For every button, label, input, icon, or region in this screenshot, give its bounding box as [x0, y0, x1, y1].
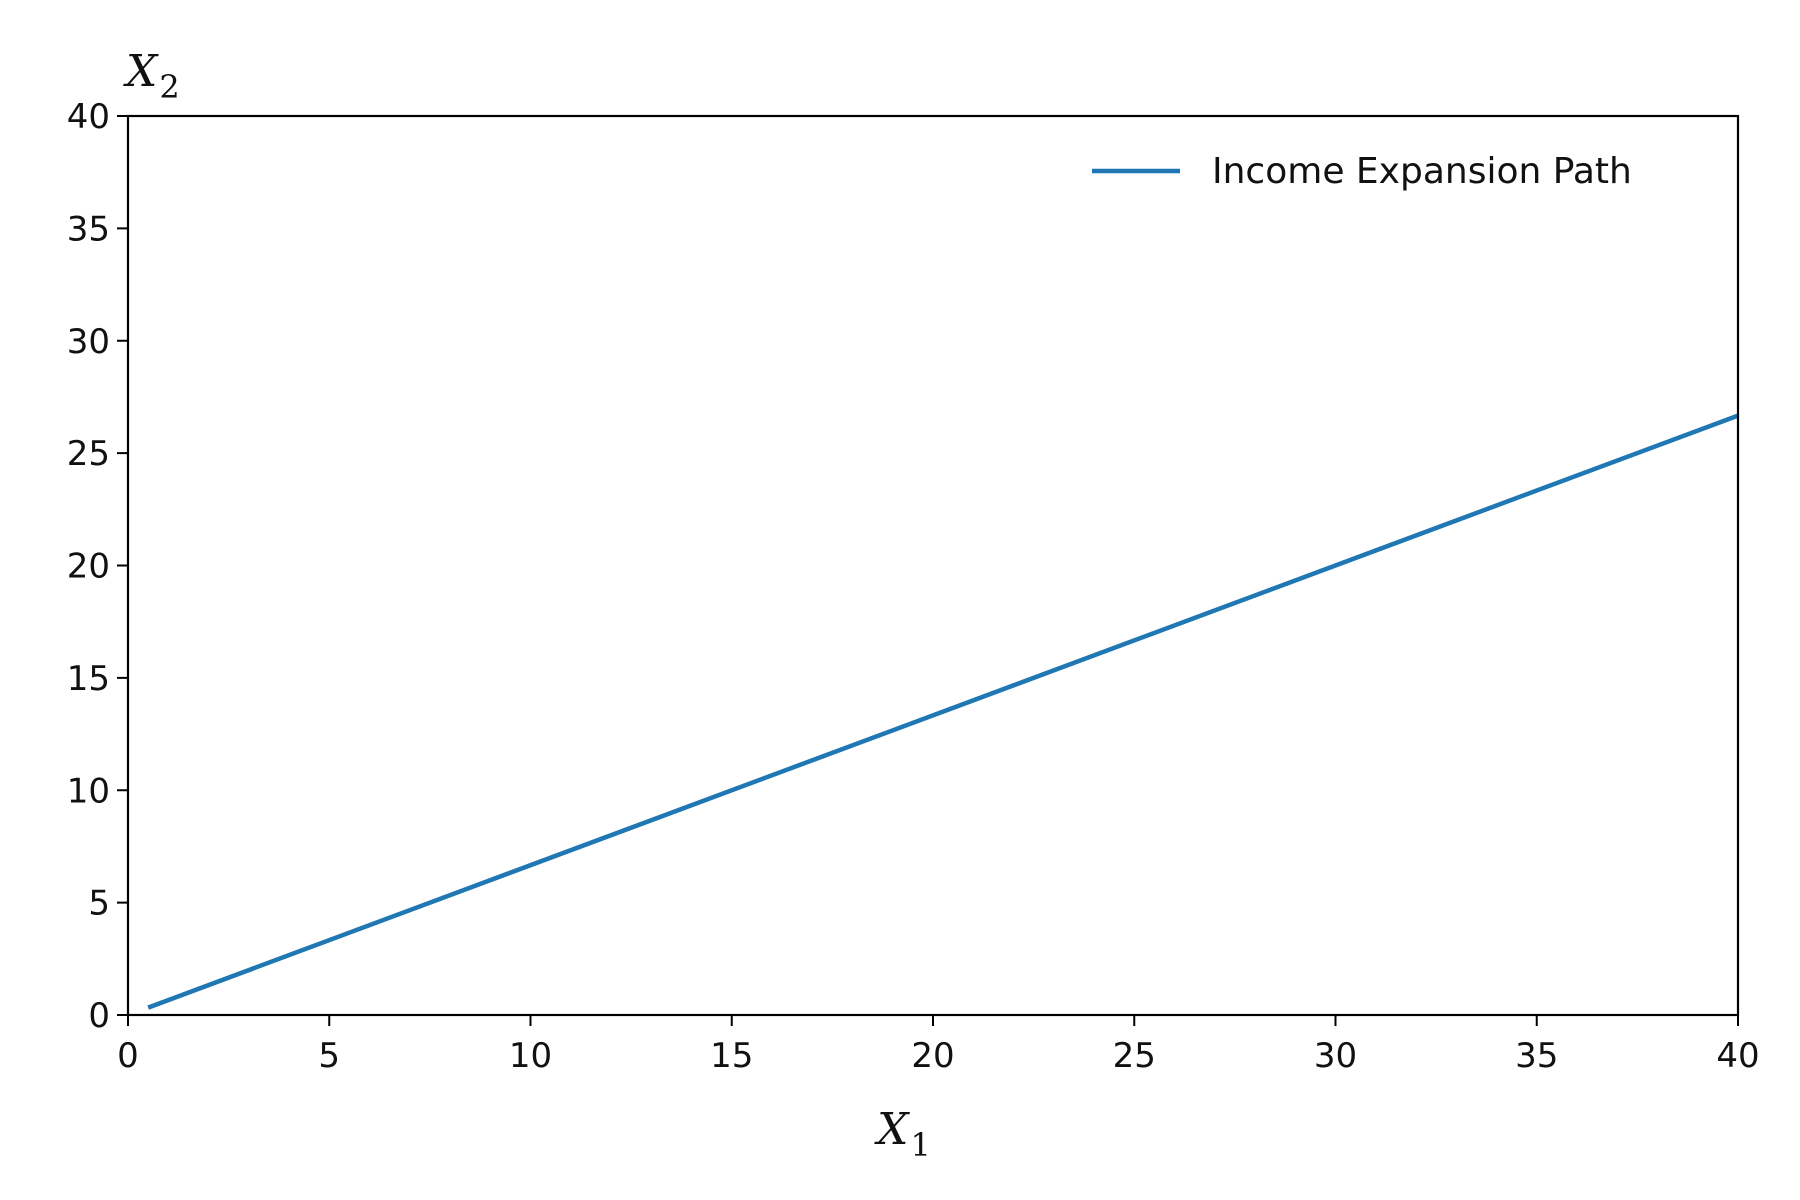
- x-tick-label: 15: [710, 1036, 753, 1076]
- x-tick-label: 40: [1716, 1036, 1759, 1076]
- y-tick-label: 20: [67, 547, 110, 587]
- y-tick-label: 35: [67, 209, 110, 249]
- plot-area: [147, 413, 1739, 1010]
- axis-ticks: 0 5 10 15 20 25 30 35 40 0 5 10 15 20 25 30 35 40: [67, 97, 1760, 1076]
- x-tick-label: 30: [1314, 1036, 1357, 1076]
- x-tick-label: 35: [1515, 1036, 1558, 1076]
- x-axis-label-subscript: 1: [910, 1126, 930, 1164]
- x-tick-label: 10: [509, 1036, 552, 1076]
- y-tick-label: 25: [67, 434, 110, 474]
- y-tick-label: 5: [88, 884, 110, 924]
- x-tick-label: 5: [318, 1036, 340, 1076]
- y-axis-label-main: X: [123, 46, 159, 97]
- x-tick-label: 0: [117, 1036, 139, 1076]
- y-axis-label: X2: [123, 46, 180, 106]
- y-tick-label: 40: [67, 97, 110, 137]
- legend: Income Expansion Path: [1092, 151, 1632, 192]
- x-axis-label-main: X: [874, 1104, 910, 1155]
- y-tick-label: 10: [67, 771, 110, 811]
- y-tick-label: 15: [67, 659, 110, 699]
- y-tick-label: 30: [67, 322, 110, 362]
- x-axis-label: X1: [874, 1104, 931, 1164]
- x-tick-label: 20: [911, 1036, 954, 1076]
- y-tick-label: 0: [88, 996, 110, 1036]
- y-axis-label-subscript: 2: [159, 68, 179, 106]
- axes-frame: [126, 114, 1740, 1017]
- series-line-income-expansion-path: [147, 413, 1739, 1010]
- legend-label-income-expansion-path: Income Expansion Path: [1212, 151, 1632, 192]
- x-tick-label: 25: [1113, 1036, 1156, 1076]
